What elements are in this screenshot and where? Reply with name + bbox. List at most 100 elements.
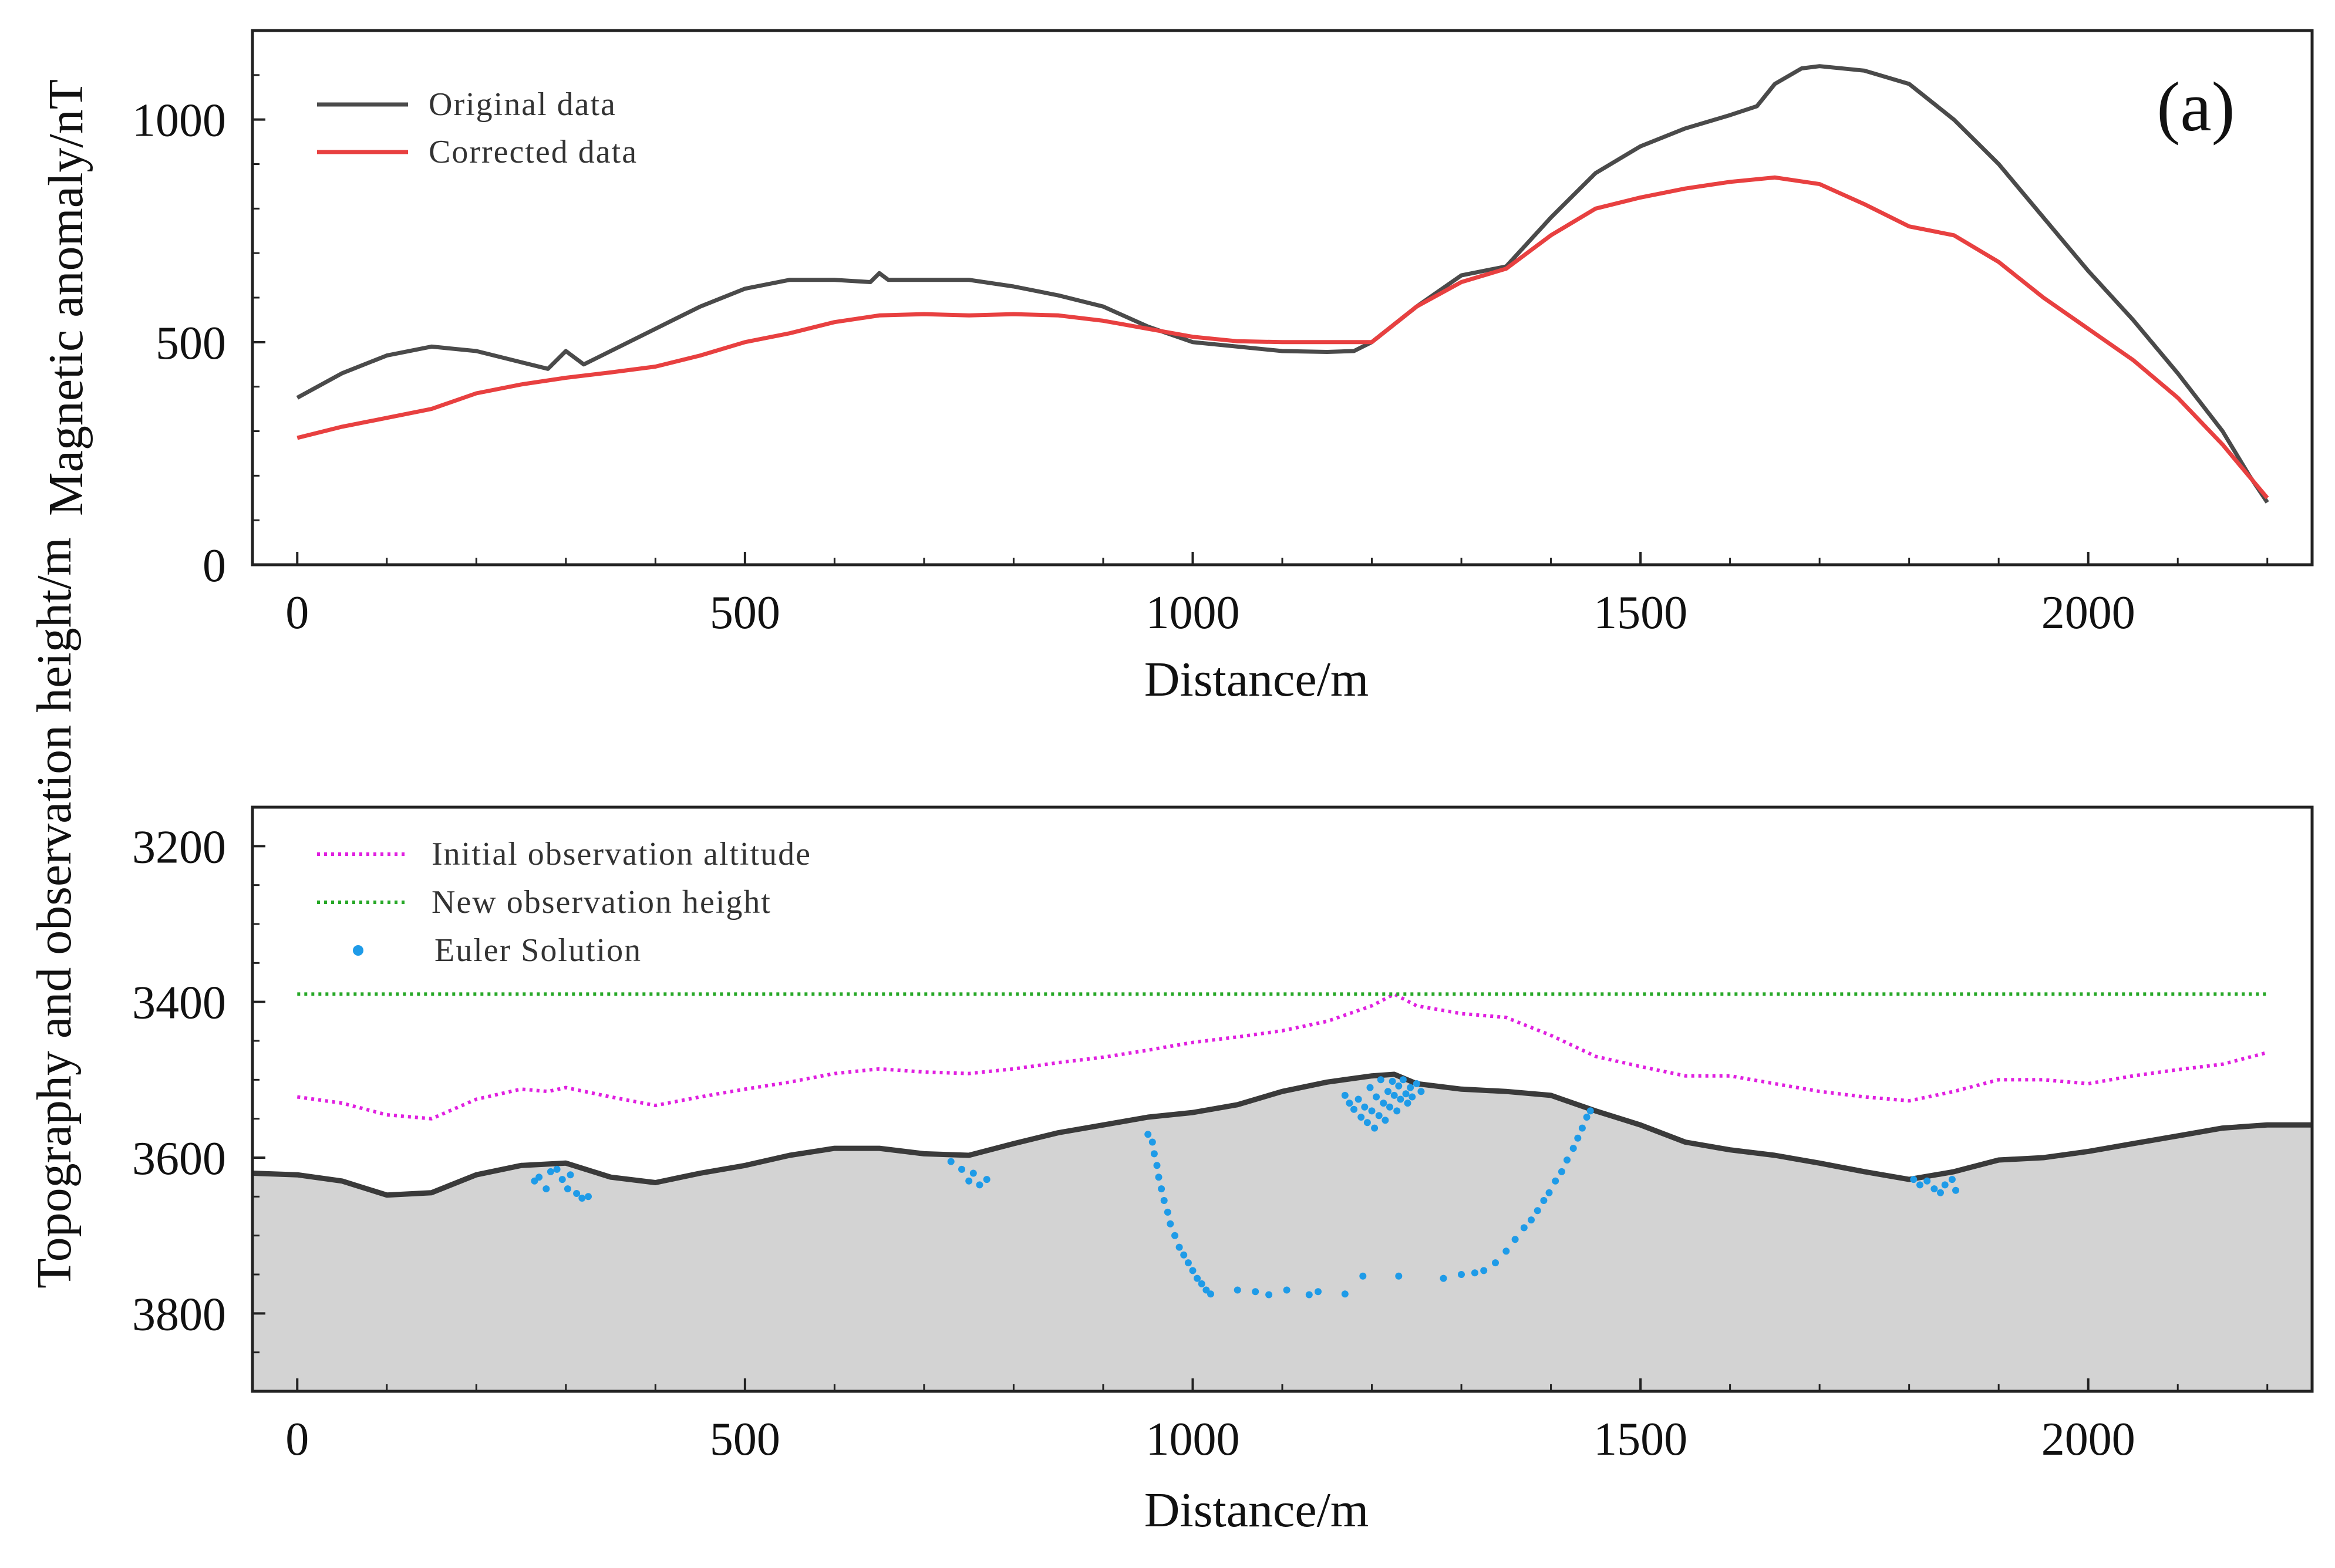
euler-point <box>1148 1138 1156 1146</box>
euler-point <box>1558 1168 1565 1175</box>
euler-point <box>1407 1084 1414 1091</box>
y-axis-title-a: Magnetic anomaly/nT <box>39 79 93 516</box>
legend-label-new-height: New observation height <box>432 884 771 920</box>
euler-point <box>976 1181 983 1189</box>
euler-point <box>958 1165 965 1173</box>
euler-point <box>1283 1286 1291 1294</box>
euler-point <box>1160 1197 1168 1204</box>
euler-point <box>1569 1145 1577 1152</box>
euler-point <box>1363 1119 1371 1127</box>
legend-a: Original data Corrected data <box>317 86 636 170</box>
euler-point <box>1382 1117 1389 1124</box>
euler-point <box>1458 1271 1465 1278</box>
euler-point <box>1180 1251 1188 1259</box>
euler-point <box>1305 1291 1313 1299</box>
euler-point <box>983 1176 990 1183</box>
euler-point <box>567 1171 574 1179</box>
y-tick-label-a: 500 <box>156 318 226 369</box>
euler-point <box>1384 1088 1391 1095</box>
euler-point <box>1354 1095 1362 1103</box>
euler-point <box>1265 1291 1273 1299</box>
x-tick-label-a: 0 <box>285 587 309 639</box>
x-tick-label-a: 2000 <box>2041 587 2135 639</box>
x-tick-label-a: 500 <box>710 587 780 639</box>
euler-point <box>1158 1185 1165 1193</box>
panel-b: 0 500 1000 1500 2000 3200 3400 3600 3800 Distanc… <box>132 805 2314 1537</box>
euler-point <box>1586 1107 1594 1115</box>
euler-point <box>1371 1124 1379 1132</box>
euler-point <box>543 1185 550 1193</box>
euler-point <box>1144 1131 1152 1138</box>
euler-point <box>1341 1290 1349 1298</box>
euler-point <box>1511 1236 1519 1243</box>
legend-swatch-euler <box>353 945 363 956</box>
euler-point <box>1440 1274 1447 1282</box>
euler-point <box>1375 1112 1383 1119</box>
euler-point <box>1402 1090 1410 1098</box>
euler-point <box>585 1193 592 1201</box>
euler-point <box>1175 1243 1183 1251</box>
euler-point <box>1552 1177 1559 1185</box>
x-axis-title-b: Distance/m <box>1144 1483 1369 1537</box>
euler-point <box>1397 1095 1404 1103</box>
euler-point <box>1480 1267 1488 1274</box>
euler-point <box>1155 1174 1163 1181</box>
euler-point <box>1520 1224 1528 1232</box>
euler-point <box>1574 1134 1582 1142</box>
x-tick-label-b: 0 <box>285 1414 309 1465</box>
x-tick-label-b: 500 <box>710 1414 780 1465</box>
euler-point <box>1540 1197 1548 1204</box>
euler-point <box>947 1158 955 1165</box>
euler-point <box>1198 1280 1205 1287</box>
euler-point <box>1417 1088 1425 1095</box>
euler-point <box>1368 1107 1376 1115</box>
y-tick-label-b: 3400 <box>132 977 226 1029</box>
shared-y-axis-title: Topography and observation height/m <box>27 537 82 1289</box>
euler-point <box>1357 1114 1365 1121</box>
euler-point <box>1578 1124 1586 1132</box>
euler-point <box>1545 1189 1553 1196</box>
y-tick-label-a: 1000 <box>132 95 226 147</box>
series-line-original <box>296 64 2269 504</box>
x-tick-label-b: 1500 <box>1593 1414 1687 1465</box>
panel-label: (a) <box>2157 68 2235 146</box>
euler-point <box>965 1177 973 1185</box>
euler-point <box>558 1176 566 1183</box>
euler-point <box>547 1168 554 1175</box>
legend-label-euler: Euler Solution <box>434 932 642 969</box>
euler-point <box>1386 1103 1393 1111</box>
euler-point <box>1930 1185 1938 1193</box>
x-tick-label-a: 1000 <box>1145 587 1239 639</box>
euler-point <box>1346 1100 1353 1107</box>
y-tick-label-a: 0 <box>203 540 226 592</box>
euler-point <box>969 1169 977 1177</box>
euler-point <box>1492 1259 1499 1267</box>
euler-point <box>1194 1274 1201 1282</box>
euler-point <box>1350 1105 1357 1113</box>
euler-point <box>1952 1186 1959 1194</box>
initial-altitude-line <box>296 992 2268 1121</box>
series-line-corrected <box>296 175 2269 500</box>
euler-point <box>578 1195 586 1202</box>
euler-point <box>1390 1091 1398 1099</box>
topography-fill <box>252 1074 2312 1391</box>
euler-point <box>1315 1288 1322 1296</box>
euler-point <box>1389 1078 1396 1085</box>
euler-point <box>1471 1269 1478 1277</box>
x-axis-title-a: Distance/m <box>1144 652 1369 707</box>
euler-point <box>1528 1216 1535 1224</box>
euler-point <box>535 1174 543 1181</box>
x-tick-label-b: 2000 <box>2041 1414 2135 1465</box>
euler-point <box>1150 1150 1158 1158</box>
euler-point <box>1413 1080 1420 1087</box>
euler-point <box>1171 1232 1178 1239</box>
euler-point <box>564 1185 571 1193</box>
x-tick-label-a: 1500 <box>1593 587 1687 639</box>
euler-point <box>1399 1076 1407 1084</box>
euler-point <box>1341 1091 1349 1099</box>
euler-point <box>1377 1076 1384 1084</box>
euler-point <box>1361 1103 1369 1111</box>
euler-point <box>573 1190 581 1197</box>
